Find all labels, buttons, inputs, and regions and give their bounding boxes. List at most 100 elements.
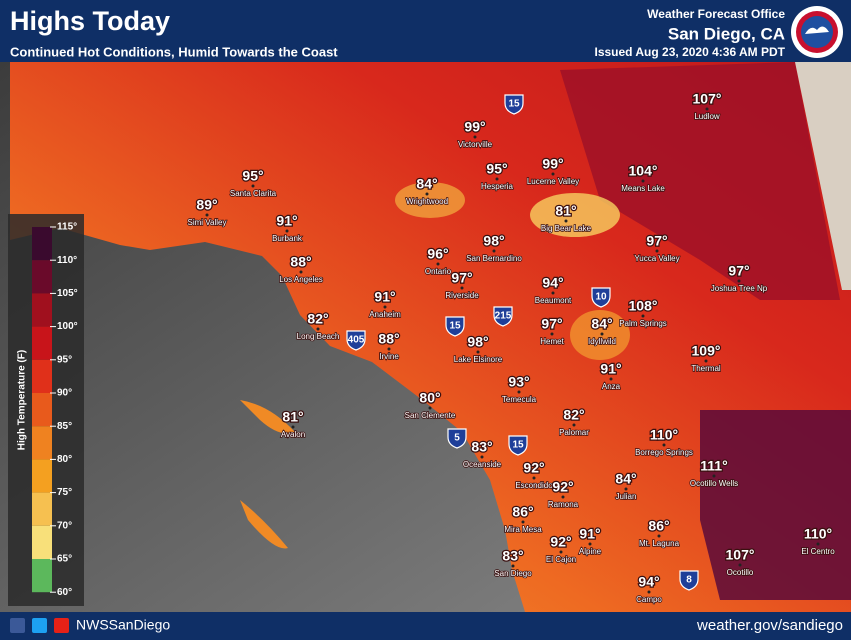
city-temp: 99° bbox=[464, 119, 485, 135]
city-dot bbox=[517, 390, 521, 394]
issued: Issued Aug 23, 2020 4:36 AM PDT bbox=[594, 45, 785, 59]
highway-shield bbox=[445, 316, 465, 337]
city-temp: 88° bbox=[378, 331, 399, 347]
city-name: Santa Clarita bbox=[230, 189, 277, 198]
city-dot bbox=[737, 279, 741, 283]
city-temp: 80° bbox=[419, 390, 440, 406]
city-dot bbox=[251, 184, 255, 188]
city-temp: 92° bbox=[552, 479, 573, 495]
highway-number: 15 bbox=[449, 321, 461, 332]
city-name: Palm Springs bbox=[619, 319, 667, 328]
highway-shield bbox=[493, 306, 513, 327]
city-temp: 95° bbox=[486, 161, 507, 177]
city-dot bbox=[511, 564, 515, 568]
legend-band bbox=[32, 326, 52, 360]
city-temp: 96° bbox=[427, 246, 448, 262]
city-temp: 97° bbox=[541, 316, 562, 332]
city-temp: 86° bbox=[512, 504, 533, 520]
city-name: Avalon bbox=[281, 430, 305, 439]
handle: NWSSanDiego bbox=[76, 617, 170, 633]
city-dot bbox=[662, 443, 666, 447]
city-dot bbox=[205, 213, 209, 217]
city-dot bbox=[460, 286, 464, 290]
highway-shield bbox=[508, 435, 528, 456]
mountain-cool bbox=[570, 310, 630, 360]
city-name: Mt. Laguna bbox=[639, 539, 680, 548]
city-temp: 88° bbox=[290, 254, 311, 270]
city-temp: 110° bbox=[650, 427, 678, 443]
city-dot bbox=[551, 291, 555, 295]
city-dot bbox=[561, 495, 565, 499]
city-name: El Cajon bbox=[546, 555, 576, 564]
highway-number: 15 bbox=[508, 99, 520, 110]
legend-tick-label: 70° bbox=[57, 520, 72, 531]
city-temp: 82° bbox=[307, 311, 328, 327]
highway-shield bbox=[504, 94, 524, 115]
city-temp: 84° bbox=[591, 316, 612, 332]
city-temp: 97° bbox=[451, 270, 472, 286]
city-dot bbox=[641, 314, 645, 318]
city-temp: 99° bbox=[542, 156, 563, 172]
city-dot bbox=[641, 179, 645, 183]
city-name: Long Beach bbox=[297, 332, 340, 341]
legend-band bbox=[32, 227, 52, 261]
city-name: Wrightwood bbox=[406, 197, 448, 206]
city-name: Mira Mesa bbox=[504, 525, 542, 534]
highway-number: 15 bbox=[512, 440, 524, 451]
legend-band bbox=[32, 492, 52, 526]
highway-shield bbox=[346, 330, 366, 351]
city-name: Temecula bbox=[502, 395, 537, 404]
city-name: Ocotillo Wells bbox=[690, 479, 738, 488]
location: San Diego, CA bbox=[668, 24, 785, 43]
legend-band bbox=[32, 426, 52, 460]
city-name: Victorville bbox=[458, 140, 493, 149]
highway-number: 10 bbox=[595, 292, 607, 303]
city-name: Borrego Springs bbox=[635, 448, 693, 457]
city-name: Ontario bbox=[425, 267, 452, 276]
island bbox=[240, 400, 295, 434]
city-dot bbox=[387, 347, 391, 351]
city-dot bbox=[532, 476, 536, 480]
city-temp: 97° bbox=[646, 233, 667, 249]
twitter-icon[interactable] bbox=[32, 618, 47, 633]
city-temp: 93° bbox=[508, 374, 529, 390]
city-dot bbox=[428, 406, 432, 410]
city-temp: 92° bbox=[550, 534, 571, 550]
city-name: Campo bbox=[636, 595, 662, 604]
city-name: Ludlow bbox=[694, 112, 720, 121]
nws-logo bbox=[791, 6, 843, 58]
city-dot bbox=[600, 332, 604, 336]
city-dot bbox=[436, 262, 440, 266]
city-dot bbox=[551, 172, 555, 176]
legend-tick-label: 85° bbox=[57, 421, 72, 432]
url: weather.gov/sandiego bbox=[696, 617, 843, 634]
city-dot bbox=[495, 177, 499, 181]
terrain-shade bbox=[795, 62, 851, 290]
city-temp: 91° bbox=[579, 526, 600, 542]
city-temp: 91° bbox=[276, 213, 297, 229]
city-dot bbox=[624, 487, 628, 491]
youtube-icon[interactable] bbox=[54, 618, 69, 633]
header-bar bbox=[0, 0, 851, 62]
city-temp: 84° bbox=[615, 471, 636, 487]
legend-band bbox=[32, 393, 52, 427]
highway-shield bbox=[591, 287, 611, 308]
office: Weather Forecast Office bbox=[647, 7, 785, 21]
legend-band bbox=[32, 459, 52, 493]
city-name: Big Bear Lake bbox=[541, 224, 592, 233]
legend-tick-label: 100° bbox=[57, 321, 78, 332]
city-dot bbox=[550, 332, 554, 336]
city-temp: 98° bbox=[467, 334, 488, 350]
city-name: San Bernardino bbox=[466, 254, 522, 263]
city-temp: 86° bbox=[648, 518, 669, 534]
city-dot bbox=[588, 542, 592, 546]
hot-desert bbox=[560, 62, 840, 300]
city-name: Escondido bbox=[515, 481, 553, 490]
city-temp: 108° bbox=[629, 298, 658, 314]
facebook-icon[interactable] bbox=[10, 618, 25, 633]
city-name: Anaheim bbox=[369, 310, 401, 319]
legend-band bbox=[32, 260, 52, 294]
highway-shield bbox=[679, 570, 699, 591]
city-name: San Clemente bbox=[405, 411, 456, 420]
